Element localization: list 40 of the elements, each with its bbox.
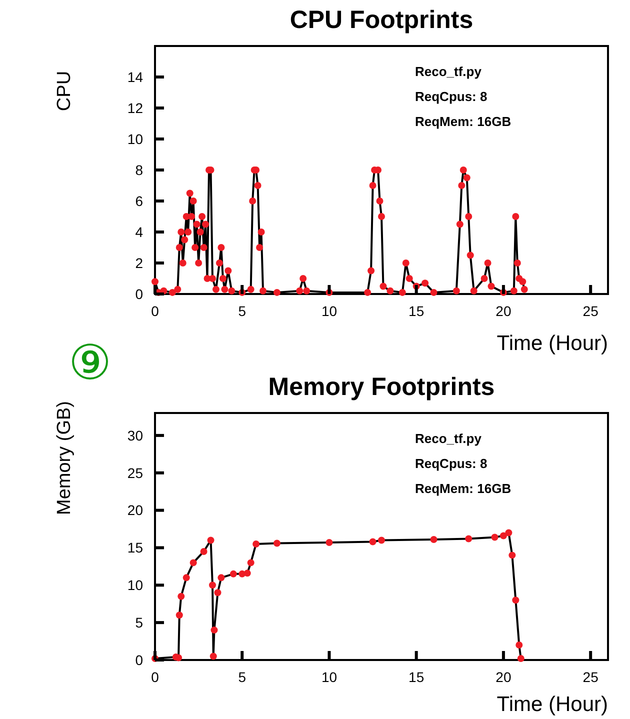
y-tick-label: 14: [127, 68, 144, 85]
y-tick-label: 4: [135, 224, 144, 240]
y-tick-label: 2: [135, 254, 144, 271]
y-tick-label: 6: [135, 192, 144, 209]
y-tick-label: 20: [127, 502, 144, 518]
y-tick-label: 0: [135, 652, 144, 668]
x-tick-label: 5: [238, 669, 246, 685]
x-tick-label: 0: [151, 669, 160, 685]
x-tick-label: 0: [151, 303, 160, 319]
annotation: ReqMem: 16GB: [415, 114, 512, 129]
x-axis-title: Time (Hour): [496, 332, 608, 355]
x-tick-label: 20: [496, 669, 512, 685]
chart-title: CPU Footprints: [290, 6, 474, 34]
text: ⑨: [68, 335, 112, 391]
y-axis-title: CPU: [54, 70, 75, 112]
x-tick-label: 5: [238, 303, 246, 319]
annotation: Reco_tf.py: [415, 64, 482, 79]
chart-title: Memory Footprints: [268, 373, 495, 401]
x-axis-title: Time (Hour): [496, 693, 608, 716]
annotation: ReqMem: 16GB: [415, 481, 512, 496]
y-tick-label: 10: [127, 130, 144, 147]
x-tick-label: 25: [582, 303, 599, 319]
y-axis-title: Memory (GB): [54, 401, 75, 515]
y-tick-label: 30: [127, 427, 144, 444]
y-tick-label: 8: [135, 162, 144, 178]
y-tick-label: 12: [127, 100, 144, 116]
y-tick-label: 15: [127, 540, 144, 556]
y-tick-label: 0: [135, 286, 144, 302]
x-tick-label: 10: [321, 669, 338, 685]
annotation: Reco_tf.py: [415, 431, 482, 446]
y-tick-label: 10: [127, 577, 144, 594]
x-tick-label: 25: [582, 669, 599, 685]
x-tick-label: 15: [408, 303, 424, 319]
x-tick-label: 15: [408, 669, 424, 685]
y-tick-label: 25: [127, 464, 144, 481]
annotation: ReqCpus: 8: [415, 89, 488, 104]
x-tick-label: 20: [496, 303, 512, 319]
annotation: ReqCpus: 8: [415, 456, 488, 471]
y-tick-label: 5: [135, 614, 144, 630]
x-tick-label: 10: [321, 303, 338, 319]
